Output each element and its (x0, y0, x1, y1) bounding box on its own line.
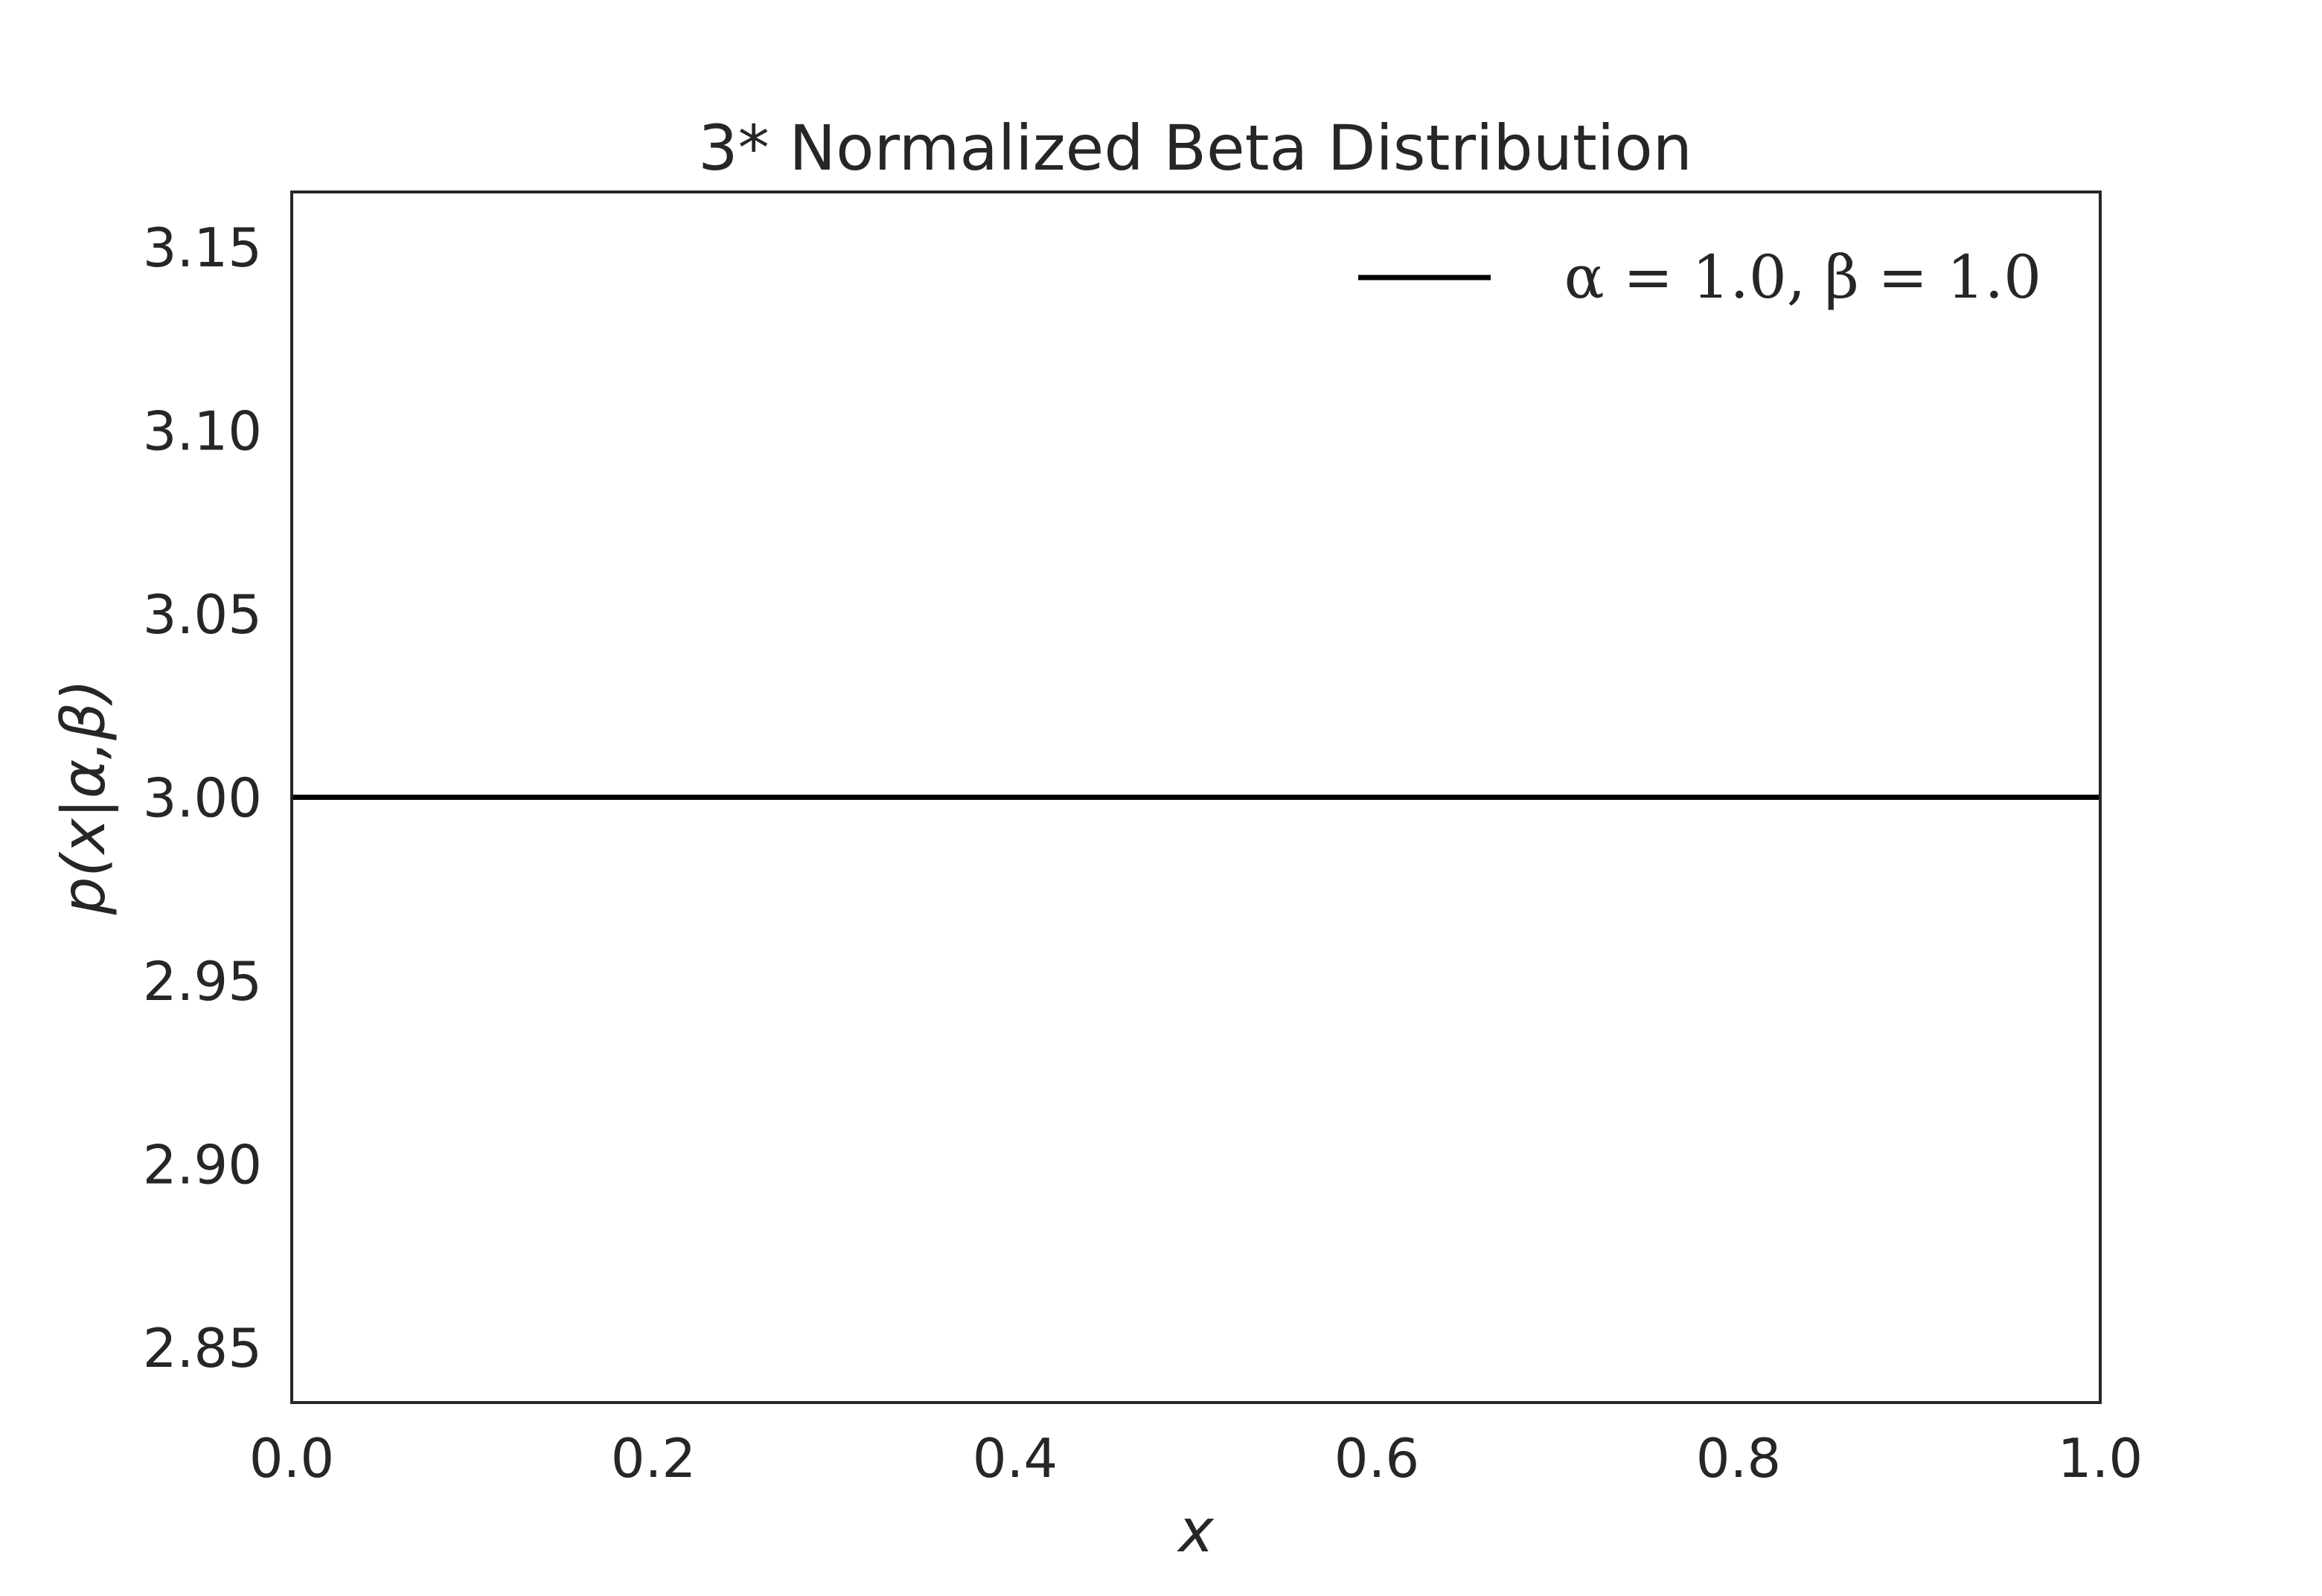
x-tick-label: 0.2 (611, 1427, 697, 1490)
y-tick-label: 3.00 (143, 767, 262, 830)
y-tick-label: 2.90 (143, 1134, 262, 1196)
y-axis-label: p(x|α,β) (49, 679, 119, 916)
y-tick-label: 3.15 (143, 217, 262, 279)
x-tick-label: 1.0 (2058, 1427, 2143, 1490)
chart-title: 3* Normalized Beta Distribution (698, 112, 1692, 185)
legend: α = 1.0, β = 1.0 (1358, 243, 2041, 312)
plot-area (290, 190, 2102, 1404)
x-tick-label: 0.8 (1696, 1427, 1782, 1490)
y-tick-label: 3.10 (143, 400, 262, 462)
y-tick-label: 2.85 (143, 1317, 262, 1379)
x-tick-label: 0.6 (1334, 1427, 1420, 1490)
y-tick-label: 3.05 (143, 583, 262, 646)
x-axis-label: x (1176, 1496, 1215, 1565)
x-tick-labels: 0.0 0.2 0.4 0.6 0.8 1.0 (249, 1427, 2143, 1490)
y-tick-label: 2.95 (143, 950, 262, 1013)
x-tick-label: 0.0 (249, 1427, 335, 1490)
legend-label: α = 1.0, β = 1.0 (1564, 243, 2041, 312)
plot-frame (290, 190, 2102, 1404)
y-tick-labels: 2.85 2.90 2.95 3.00 3.05 3.10 3.15 (143, 217, 262, 1379)
x-tick-label: 0.4 (973, 1427, 1058, 1490)
